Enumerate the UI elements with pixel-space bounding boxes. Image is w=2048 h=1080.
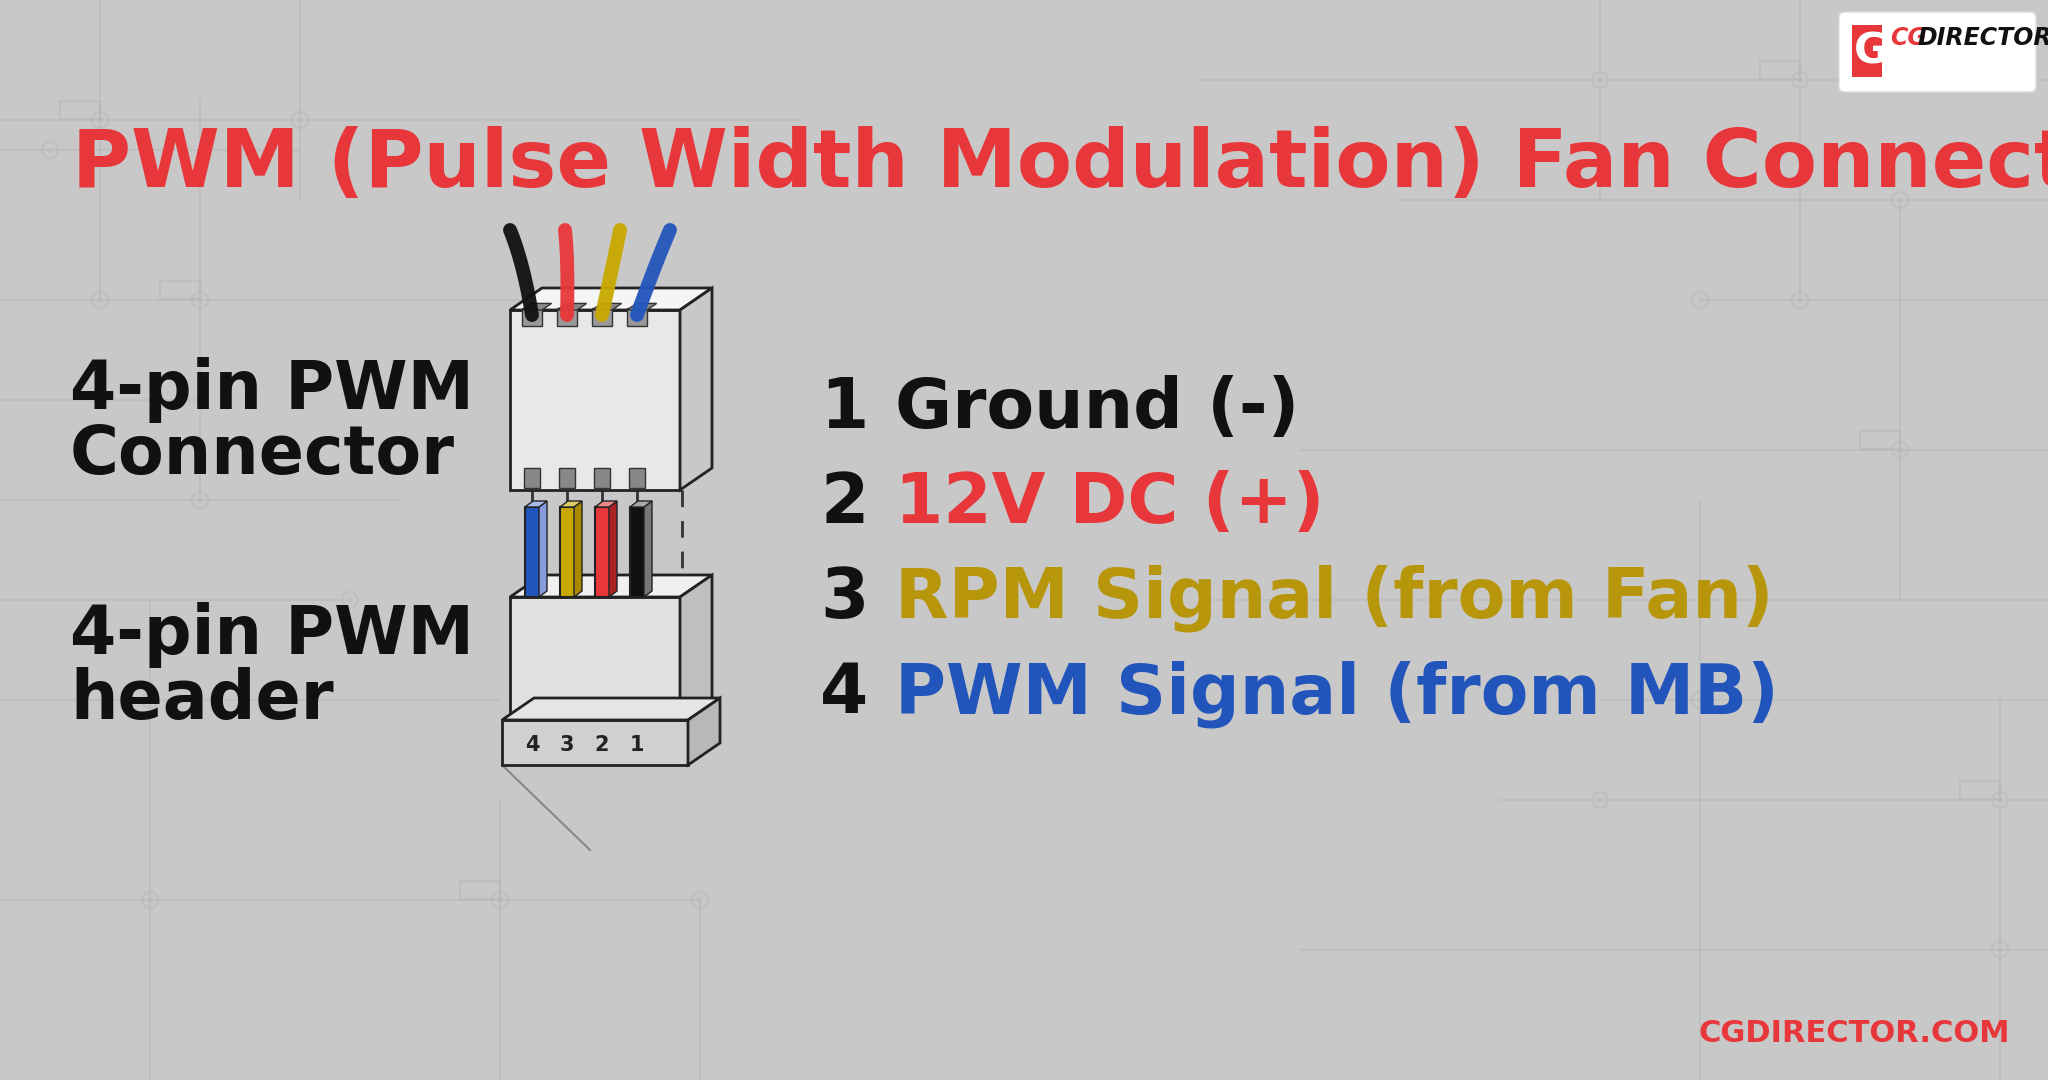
Bar (160, 281, 201, 299)
Circle shape (1896, 197, 1903, 203)
Polygon shape (631, 501, 651, 507)
Text: 4: 4 (524, 735, 539, 755)
Text: 1: 1 (819, 375, 868, 442)
Polygon shape (627, 303, 657, 310)
Polygon shape (539, 501, 547, 597)
Text: Ground (-): Ground (-) (895, 375, 1298, 442)
Polygon shape (688, 698, 721, 765)
Bar (1851, 25, 1882, 77)
Text: CGDIRECTOR.COM: CGDIRECTOR.COM (1698, 1020, 2009, 1048)
Circle shape (1896, 447, 1903, 453)
Bar (524, 507, 541, 597)
Bar (627, 308, 647, 326)
Bar (596, 507, 610, 597)
Circle shape (197, 297, 203, 303)
Circle shape (1698, 697, 1704, 703)
Text: PWM Signal (from MB): PWM Signal (from MB) (895, 660, 1780, 728)
Text: 2: 2 (819, 470, 868, 537)
Polygon shape (596, 501, 616, 507)
Circle shape (1597, 797, 1604, 804)
Circle shape (197, 497, 203, 503)
Polygon shape (643, 501, 651, 597)
Bar (559, 468, 575, 488)
Bar (502, 720, 688, 765)
Text: DIRECTOR: DIRECTOR (1919, 26, 2048, 50)
Bar (1960, 781, 2001, 799)
Circle shape (346, 597, 352, 603)
Text: 3: 3 (819, 565, 868, 632)
Text: 3: 3 (559, 735, 573, 755)
Bar (59, 102, 100, 119)
Circle shape (498, 897, 504, 903)
Text: RPM Signal (from Fan): RPM Signal (from Fan) (895, 565, 1774, 633)
Circle shape (1796, 77, 1802, 83)
Bar (524, 468, 541, 488)
Text: Connector: Connector (70, 422, 455, 488)
Circle shape (696, 897, 702, 903)
Text: header: header (70, 667, 334, 733)
Bar (510, 597, 680, 720)
Bar (559, 507, 575, 597)
Text: CG: CG (1890, 26, 1927, 50)
Circle shape (96, 117, 102, 123)
Polygon shape (502, 698, 721, 720)
Bar (461, 881, 500, 899)
Bar (631, 507, 645, 597)
Bar (510, 310, 680, 490)
Polygon shape (680, 288, 713, 490)
Circle shape (47, 147, 53, 153)
Circle shape (1997, 797, 2003, 804)
Text: G: G (1853, 30, 1888, 72)
Text: 12V DC (+): 12V DC (+) (895, 470, 1325, 537)
Bar (1860, 431, 1901, 449)
Text: 4-pin PWM: 4-pin PWM (70, 602, 473, 669)
Polygon shape (592, 303, 623, 310)
Polygon shape (557, 303, 586, 310)
Text: 1: 1 (629, 735, 645, 755)
Polygon shape (510, 288, 713, 310)
Circle shape (1997, 947, 2003, 953)
Text: 2: 2 (594, 735, 608, 755)
Polygon shape (559, 501, 582, 507)
Polygon shape (608, 501, 616, 597)
Circle shape (96, 297, 102, 303)
Polygon shape (522, 303, 551, 310)
Circle shape (297, 117, 303, 123)
Text: 4: 4 (819, 660, 868, 727)
Circle shape (147, 697, 154, 703)
Bar (594, 468, 610, 488)
Bar (629, 468, 645, 488)
Circle shape (1597, 77, 1604, 83)
Polygon shape (680, 575, 713, 720)
Polygon shape (510, 575, 713, 597)
Polygon shape (524, 501, 547, 507)
Circle shape (1698, 297, 1704, 303)
Circle shape (147, 897, 154, 903)
Bar (522, 308, 543, 326)
Polygon shape (573, 501, 582, 597)
Text: PWM (Pulse Width Modulation) Fan Connector: PWM (Pulse Width Modulation) Fan Connect… (72, 126, 2048, 204)
Bar (592, 308, 612, 326)
Bar (557, 308, 578, 326)
FancyBboxPatch shape (1839, 12, 2036, 92)
Circle shape (1796, 297, 1802, 303)
Bar (1759, 60, 1800, 79)
Text: 4-pin PWM: 4-pin PWM (70, 357, 473, 423)
